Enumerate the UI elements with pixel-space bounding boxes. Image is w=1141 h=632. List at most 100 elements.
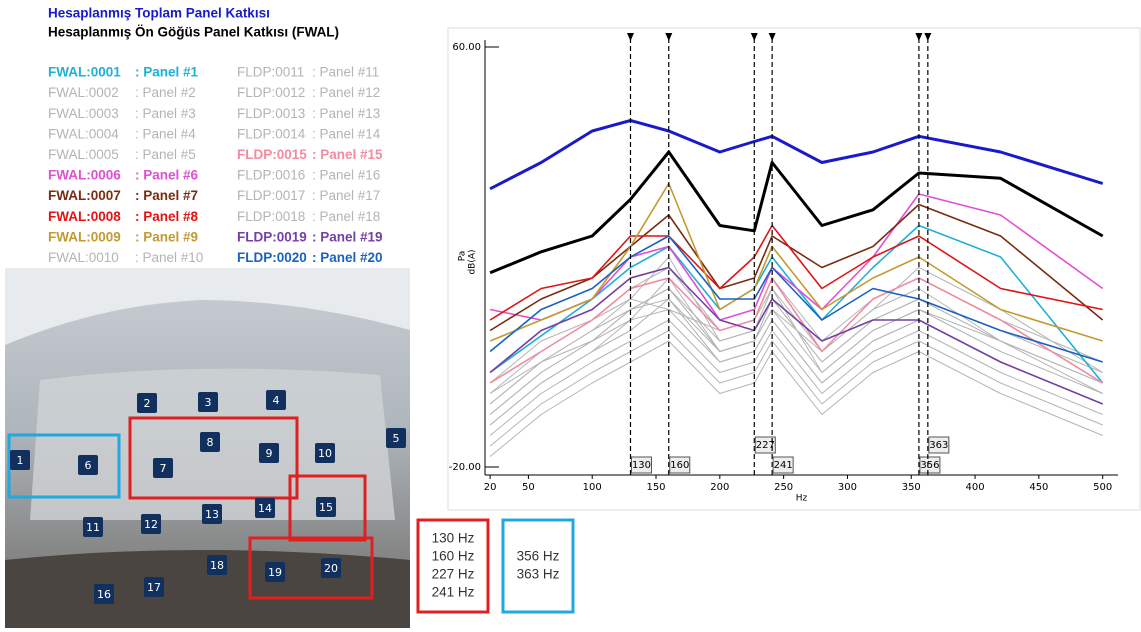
frequency-box <box>416 518 490 614</box>
x-tick-label: 300 <box>838 482 857 493</box>
panel-badge <box>198 392 218 412</box>
panel-number: 9 <box>266 447 273 460</box>
series-line <box>489 235 1103 363</box>
x-tick-label: 100 <box>583 482 602 493</box>
legend-label: : Panel #8 <box>135 209 199 224</box>
panel-number: 8 <box>207 436 214 449</box>
chart-frame <box>447 27 1141 511</box>
legend-code: FLDP:0013 <box>237 106 305 121</box>
legend-code: FWAL:0007 <box>48 188 121 203</box>
x-tick-label: 500 <box>1093 482 1112 493</box>
photo-highlight-red <box>248 536 374 600</box>
panel-number: 12 <box>144 518 158 531</box>
panel-number: 18 <box>210 559 224 572</box>
panel-badge <box>315 443 335 463</box>
legend-code: FWAL:0009 <box>48 229 121 244</box>
panel-number: 10 <box>318 447 332 460</box>
photo-highlight-blue <box>7 433 121 499</box>
panel-number: 13 <box>205 508 219 521</box>
panel-badge <box>321 558 341 578</box>
panel-number: 7 <box>160 462 167 475</box>
panel-number: 17 <box>147 581 161 594</box>
legend-code: FLDP:0014 <box>237 126 306 141</box>
frequency-label: 363 Hz <box>517 567 560 582</box>
legend-code: FLDP:0016 <box>237 168 305 183</box>
legend-label: : Panel #9 <box>135 229 198 244</box>
panel-badge <box>10 450 30 470</box>
panel-number: 5 <box>393 432 400 445</box>
legend-label: : Panel #12 <box>312 85 380 100</box>
panel-badge <box>78 455 98 475</box>
frequency-label: 227 Hz <box>432 567 475 582</box>
legend-label: : Panel #7 <box>135 188 198 203</box>
panel-number: 1 <box>17 454 24 467</box>
marker-arrow <box>924 33 932 41</box>
legend-label: : Panel #4 <box>135 126 196 141</box>
legend-code: FWAL:0006 <box>48 168 121 183</box>
marker-arrow <box>665 33 673 41</box>
panel-number: 4 <box>273 394 280 407</box>
panel-number: 19 <box>268 566 282 579</box>
marker-arrow <box>626 33 634 41</box>
panel-number: 6 <box>85 459 92 472</box>
legend-code: FWAL:0008 <box>48 209 121 224</box>
panel-number: 3 <box>205 396 212 409</box>
photo-highlight-red <box>288 474 367 542</box>
legend-label: : Panel #6 <box>135 168 199 183</box>
frequency-label: 130 Hz <box>432 531 475 546</box>
legend: Hesaplanmış Toplam Panel Katkısı Hesaplan… <box>48 6 383 265</box>
legend-label: : Panel #13 <box>312 106 380 121</box>
legend-label: : Panel #19 <box>312 229 383 244</box>
y-tick-label: -20.00 <box>449 462 481 473</box>
photo-roof <box>5 268 410 345</box>
frequency-boxes: 130 Hz 160 Hz 227 Hz 241 Hz 356 Hz 363 Hz <box>416 518 575 614</box>
panel-badge <box>266 390 286 410</box>
frequency-label: 241 Hz <box>432 585 475 600</box>
legend-label: : Panel #5 <box>135 147 196 162</box>
marker-arrow <box>750 33 758 41</box>
y-axis-label: Pa <box>458 251 468 262</box>
legend-label: : Panel #3 <box>135 106 196 121</box>
x-tick-label: 200 <box>710 482 729 493</box>
legend-label: : Panel #10 <box>135 250 203 265</box>
panel-badge <box>137 393 157 413</box>
x-axis-label: Hz <box>796 494 808 504</box>
panel-badge <box>316 497 336 517</box>
legend-code: FLDP:0015 <box>237 147 307 162</box>
legend-code: FLDP:0020 <box>237 250 307 265</box>
legend-code: FWAL:0001 <box>48 65 121 80</box>
marker-box <box>754 436 776 454</box>
marker-box <box>772 456 794 474</box>
x-tick-label: 250 <box>774 482 793 493</box>
marker-box <box>928 436 950 454</box>
panel-number: 2 <box>144 397 151 410</box>
legend-title: Hesaplanmış Ön Göğüs Panel Katkısı (FWAL… <box>48 25 339 40</box>
panel-badge <box>265 562 285 582</box>
legend-code: FWAL:0003 <box>48 106 119 121</box>
marker-arrow <box>768 33 776 41</box>
legend-title: Hesaplanmış Toplam Panel Katkısı <box>48 6 270 21</box>
marker-box <box>919 456 941 474</box>
marker-label: 241 <box>774 460 793 471</box>
marker-label: 356 <box>920 460 939 471</box>
legend-code: FLDP:0017 <box>237 188 305 203</box>
x-tick-label: 50 <box>522 482 535 493</box>
panel-number: 16 <box>97 588 111 601</box>
legend-label: : Panel #2 <box>135 85 196 100</box>
legend-code: FWAL:0010 <box>48 250 119 265</box>
series-line <box>489 330 1103 447</box>
y-axis-label: dB(A) <box>468 249 478 274</box>
panel-badge <box>202 504 222 524</box>
frequency-box <box>501 518 575 614</box>
legend-code: FLDP:0018 <box>237 209 305 224</box>
frequency-label: 160 Hz <box>432 549 475 564</box>
frequency-label: 356 Hz <box>517 549 560 564</box>
panel-badge <box>255 498 275 518</box>
legend-label: : Panel #18 <box>312 209 380 224</box>
marker-label: 363 <box>929 440 948 451</box>
panel-number: 15 <box>319 501 333 514</box>
x-tick-label: 20 <box>484 482 497 493</box>
